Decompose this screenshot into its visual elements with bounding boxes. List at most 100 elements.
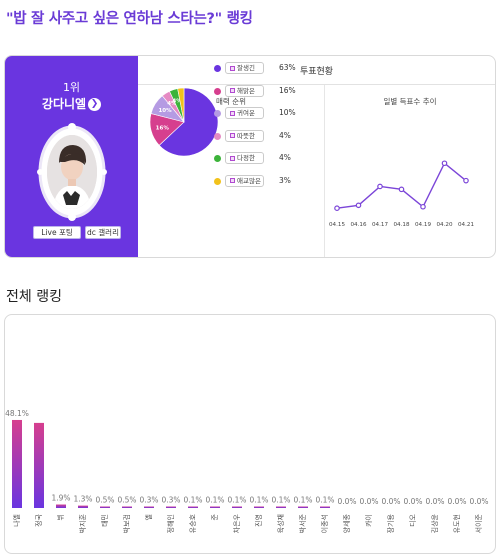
data-point[interactable]	[355, 202, 362, 209]
bar-1[interactable]	[12, 419, 22, 508]
bar-12[interactable]	[254, 506, 264, 509]
winner-name-link[interactable]: 강다니엘 ❯	[5, 95, 138, 112]
bar-value-label: 0.1%	[271, 496, 290, 505]
stats-divider	[324, 85, 325, 257]
legend-label: 애교많은	[225, 174, 264, 187]
legend-label-text: 따뜻한	[237, 131, 255, 140]
data-point[interactable]	[377, 183, 383, 190]
winner-photo[interactable]	[47, 135, 97, 209]
x-category-label: 카이	[364, 514, 373, 527]
legend-label-text: 다정한	[237, 154, 255, 162]
overall-ranking-heading: 전체 랭킹	[6, 289, 62, 305]
data-point[interactable]	[334, 205, 340, 212]
bar-value-label: 0.0%	[403, 497, 422, 506]
bar-14[interactable]	[298, 506, 308, 509]
bar-8[interactable]	[166, 506, 176, 509]
x-category-label: 정해인	[166, 514, 175, 533]
tag-icon	[230, 133, 235, 138]
x-category-label: 디오	[408, 513, 417, 526]
x-tick-label: 04.21	[458, 222, 474, 228]
legend-percent: 3%	[279, 175, 291, 185]
bar-value-label: 1.9%	[51, 494, 70, 503]
bar-value-label: 0.0%	[425, 497, 444, 506]
data-point[interactable]	[441, 160, 448, 167]
bar-value-label: 0.0%	[447, 497, 466, 506]
x-category-label: 유도현	[453, 514, 461, 533]
bar-5[interactable]	[100, 506, 110, 509]
bar-2[interactable]	[34, 422, 44, 508]
x-category-label: 육성재	[276, 514, 285, 533]
overall-ranking-card: 48.1% 나엘 정국 1.9% 뷔 1.3% 박지훈 0.5% 태민 0.5% 박보검 0.3% 엘 0…	[4, 314, 496, 554]
x-tick-label: 04.20	[436, 222, 452, 228]
bar-7[interactable]	[144, 506, 154, 509]
page-title: "밥 잘 사주고 싶은 연하남 스타는?" 랭킹	[6, 11, 253, 27]
x-category-label: 박보검	[122, 514, 131, 533]
x-category-label: 진영	[254, 514, 263, 527]
bar-value-label: 1.3%	[73, 495, 92, 504]
charm-pie-chart: 16% 10%4%4%	[149, 87, 219, 157]
bar-value-label: 0.1%	[249, 496, 268, 505]
winner-name: 강다니엘	[41, 97, 87, 111]
x-category-label: 장기용	[386, 513, 395, 533]
legend-label-text: 잘생긴	[237, 64, 255, 72]
legend-percent: 16%	[279, 85, 296, 95]
tag-icon	[230, 88, 235, 93]
daily-votes-line-chart: 04.15 04.16 04.17 04.18 04.19 04.20 04.21	[329, 160, 474, 228]
bar-4[interactable]	[78, 505, 88, 508]
pie-slice-6	[177, 87, 185, 123]
legend-label: 잘생긴	[225, 62, 264, 74]
bar-3[interactable]	[56, 504, 66, 508]
bar-value-label: 0.0%	[337, 497, 356, 506]
bar-value-label: 0.0%	[381, 497, 400, 506]
data-point[interactable]	[420, 203, 426, 210]
x-category-label: 나엘	[12, 514, 21, 527]
bar-value-label: 0.3%	[161, 496, 180, 505]
x-category-label: 박지훈	[78, 513, 87, 533]
tag-icon	[230, 110, 235, 116]
chevron-right-icon[interactable]: ❯	[88, 98, 102, 111]
bar-6[interactable]	[122, 506, 132, 509]
live-posting-button[interactable]: Live 포팅	[33, 226, 81, 239]
x-category-label: 엘	[145, 514, 153, 520]
daily-votes-title: 일별 득표수 추이	[383, 97, 437, 106]
x-category-label: 박서준	[298, 513, 307, 533]
x-tick-label: 04.16	[350, 222, 366, 228]
vote-status-card: 1위 강다니엘 ❯	[4, 55, 496, 258]
winner-photo-frame	[36, 123, 108, 221]
legend-label-text: 애교많은	[237, 176, 261, 185]
bar-10[interactable]	[210, 506, 220, 509]
legend-percent: 63%	[279, 63, 296, 72]
legend-swatch	[214, 155, 221, 162]
x-category-label: 준	[211, 513, 219, 520]
x-category-label: 태민	[100, 514, 109, 527]
bar-value-label: 48.1%	[5, 409, 29, 418]
legend-swatch	[214, 65, 221, 72]
legend-percent: 10%	[279, 108, 296, 117]
x-tick-label: 04.17	[372, 222, 388, 228]
bar-15[interactable]	[320, 506, 330, 509]
data-point[interactable]	[398, 186, 405, 193]
x-tick-label: 04.15	[329, 222, 345, 228]
pie-slice-label: 10%	[158, 108, 172, 114]
winner-rank: 1위	[62, 81, 81, 94]
winner-panel: 1위 강다니엘 ❯	[5, 56, 138, 257]
data-point[interactable]	[463, 177, 469, 184]
legend-label: 따뜻한	[225, 129, 264, 142]
pie-slice-label: 4%	[167, 101, 177, 107]
x-tick-label: 04.19	[415, 222, 431, 228]
bar-13[interactable]	[276, 506, 286, 509]
bar-value-label: 0.1%	[205, 496, 224, 505]
x-category-label: 이종석	[320, 514, 329, 533]
legend-swatch	[214, 110, 221, 117]
x-category-label: 양세종	[342, 513, 351, 533]
bar-value-label: 0.5%	[95, 496, 114, 505]
bar-value-label: 0.1%	[315, 496, 334, 505]
bar-11[interactable]	[232, 506, 242, 509]
bar-9[interactable]	[188, 506, 198, 509]
bar-value-label: 0.5%	[117, 496, 136, 505]
overall-ranking-bar-chart: 48.1% 나엘 정국 1.9% 뷔 1.3% 박지훈 0.5% 태민 0.5% 박보검 0.3% 엘 0…	[5, 409, 488, 533]
x-category-label: 뷔	[56, 514, 65, 520]
bar-value-label: 0.1%	[293, 496, 312, 505]
x-category-label: 서이준	[474, 513, 483, 533]
dc-gallery-button[interactable]: dc 갤러리	[85, 226, 121, 239]
